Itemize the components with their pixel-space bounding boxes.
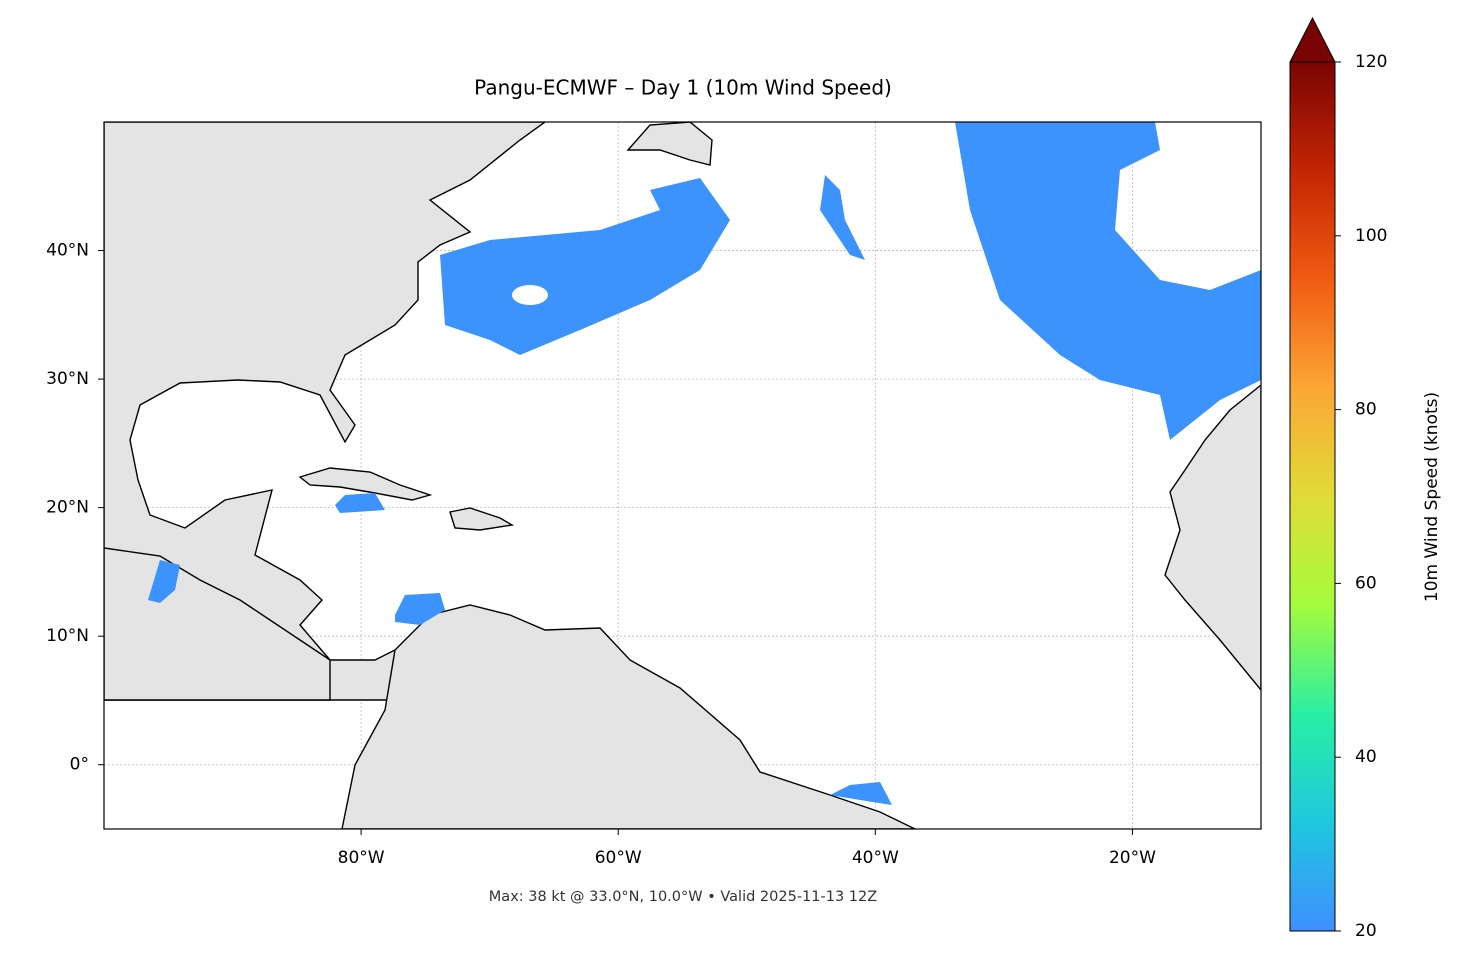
map-frame bbox=[103, 121, 1262, 830]
south-america bbox=[341, 604, 916, 829]
wind-area bbox=[148, 560, 180, 603]
colorbar-extension bbox=[1289, 16, 1336, 63]
x-tick-label: 20°W bbox=[1109, 848, 1156, 868]
x-tick-label: 40°W bbox=[852, 848, 899, 868]
y-tick-label: 30°N bbox=[46, 369, 89, 389]
africa bbox=[1164, 384, 1261, 692]
y-tick-label: 20°N bbox=[46, 498, 89, 518]
colorbar-tick-label: 40 bbox=[1355, 747, 1377, 767]
colorbar-tick-label: 100 bbox=[1355, 226, 1387, 246]
wind-area bbox=[440, 178, 730, 355]
cuba bbox=[298, 467, 433, 501]
footer-note: Max: 38 kt @ 33.0°N, 10.0°W • Valid 2025… bbox=[489, 889, 877, 905]
wind-area bbox=[830, 782, 892, 805]
y-tick-label: 0° bbox=[70, 755, 89, 775]
hispaniola bbox=[449, 507, 515, 531]
calm-area bbox=[512, 285, 548, 305]
colorbar bbox=[1289, 61, 1336, 932]
colorbar-label: 10m Wind Speed (knots) bbox=[1422, 392, 1442, 602]
wind-area bbox=[820, 175, 865, 260]
wind-area bbox=[395, 593, 445, 625]
colorbar-tick-label: 80 bbox=[1355, 400, 1377, 420]
chart-title: Pangu-ECMWF – Day 1 (10m Wind Speed) bbox=[474, 76, 892, 100]
colorbar-tick-label: 20 bbox=[1355, 921, 1377, 941]
map-layer bbox=[104, 122, 1261, 829]
newfoundland bbox=[626, 122, 713, 166]
wind-area bbox=[955, 122, 1261, 440]
y-tick-label: 10°N bbox=[46, 626, 89, 646]
x-tick-label: 60°W bbox=[595, 848, 642, 868]
colorbar-tick-label: 60 bbox=[1355, 573, 1377, 593]
wind-area bbox=[335, 493, 385, 513]
y-tick-label: 40°N bbox=[46, 241, 89, 261]
colorbar-tick-label: 120 bbox=[1355, 52, 1387, 72]
x-tick-label: 80°W bbox=[338, 848, 385, 868]
north-america bbox=[104, 122, 547, 701]
